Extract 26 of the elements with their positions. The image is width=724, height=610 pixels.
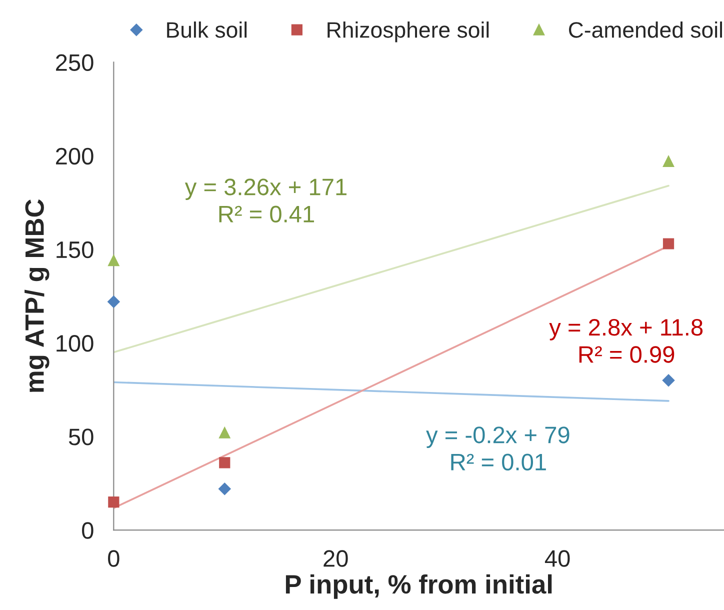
y-tick-label: 250 — [56, 54, 94, 72]
x-tick-label: 40 — [544, 550, 570, 567]
y-tick-label: 0 — [82, 522, 94, 539]
point — [662, 238, 674, 250]
legend-label: C-amended soil — [568, 22, 722, 38]
y-axis-title: mg ATP/ g MBC — [24, 199, 50, 392]
legend-label: Rhizosphere soil — [328, 22, 489, 42]
y-tick-label: 100 — [56, 335, 94, 352]
legend-label: Bulk soil — [167, 22, 247, 38]
annotation: y = 3.26x + 171 R² = 0.41 — [184, 178, 346, 222]
annotation: y = 2.8x + 11.8 R² = 0.99 — [549, 318, 703, 363]
x-tick-label: 0 — [108, 550, 120, 567]
point — [108, 296, 120, 308]
y-tick-label: 50 — [68, 428, 94, 446]
x-tick-label: 20 — [324, 550, 348, 567]
annotation: y = -0.2x + 79 R² = 0.01 — [426, 426, 570, 470]
point — [662, 156, 674, 167]
point — [218, 482, 231, 496]
x-axis-title: P input, % from initial — [286, 574, 552, 599]
point — [108, 255, 120, 266]
y-tick-label: 200 — [56, 148, 94, 165]
point — [662, 374, 675, 386]
y-tick-label: 150 — [56, 241, 94, 258]
point — [219, 457, 230, 468]
point — [219, 427, 230, 438]
point — [108, 496, 120, 508]
